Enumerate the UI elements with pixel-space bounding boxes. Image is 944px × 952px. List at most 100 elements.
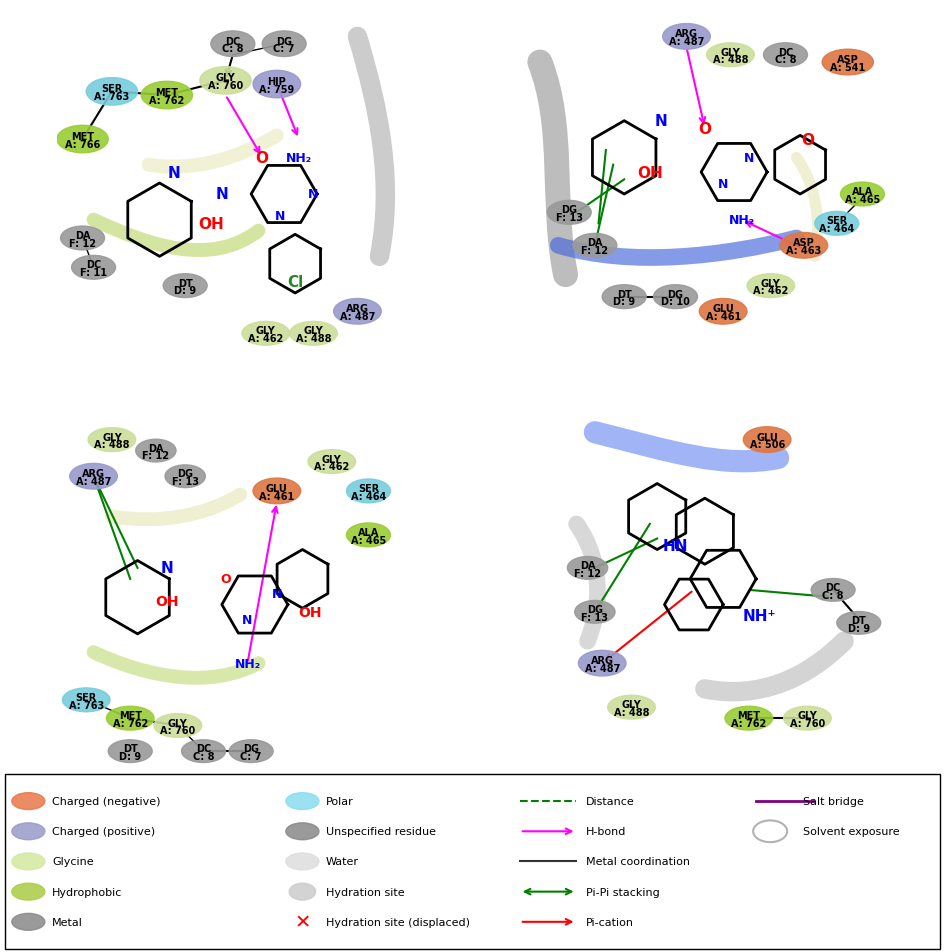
Text: ALA: ALA	[358, 527, 379, 537]
Text: GLY: GLY	[797, 710, 817, 721]
Text: N: N	[271, 587, 281, 601]
Ellipse shape	[154, 714, 201, 738]
Ellipse shape	[578, 650, 625, 676]
Text: SER: SER	[825, 216, 847, 227]
Ellipse shape	[286, 853, 319, 870]
Ellipse shape	[821, 50, 872, 76]
Ellipse shape	[724, 706, 772, 730]
Text: F: 13: F: 13	[581, 612, 608, 622]
Text: GLY: GLY	[303, 326, 323, 336]
Text: DG: DG	[586, 605, 602, 614]
Text: Metal: Metal	[52, 917, 83, 927]
Text: A: 487: A: 487	[76, 477, 111, 486]
Ellipse shape	[163, 274, 207, 298]
Ellipse shape	[779, 233, 827, 259]
Text: F: 12: F: 12	[573, 568, 600, 578]
Text: GLY: GLY	[760, 278, 780, 288]
Text: Polar: Polar	[326, 796, 353, 806]
Text: D: 9: D: 9	[847, 623, 868, 633]
Text: GLY: GLY	[621, 700, 641, 709]
Ellipse shape	[253, 479, 300, 505]
Ellipse shape	[333, 299, 380, 325]
Ellipse shape	[72, 256, 115, 280]
Text: A: 462: A: 462	[248, 334, 283, 344]
Text: GLY: GLY	[720, 48, 739, 58]
Ellipse shape	[835, 612, 880, 635]
Text: A: 463: A: 463	[785, 246, 820, 256]
Ellipse shape	[253, 71, 300, 99]
Text: D: 10: D: 10	[661, 297, 689, 307]
Text: F: 11: F: 11	[80, 268, 107, 278]
Circle shape	[289, 883, 315, 901]
Ellipse shape	[699, 299, 746, 325]
Text: A: 461: A: 461	[259, 491, 295, 501]
Text: A: 506: A: 506	[749, 440, 784, 450]
Ellipse shape	[572, 234, 616, 258]
Text: A: 762: A: 762	[731, 718, 766, 728]
Text: O: O	[801, 132, 813, 148]
Ellipse shape	[141, 82, 193, 109]
Text: A: 762: A: 762	[112, 718, 147, 728]
Text: GLY: GLY	[168, 718, 188, 727]
Text: Distance: Distance	[585, 796, 634, 806]
Text: A: 762: A: 762	[149, 96, 184, 106]
Text: Pi-cation: Pi-cation	[585, 917, 633, 927]
Text: GLU: GLU	[755, 432, 777, 442]
Text: NH⁺: NH⁺	[742, 608, 776, 624]
Text: Pi-Pi stacking: Pi-Pi stacking	[585, 886, 659, 897]
Text: N: N	[160, 561, 173, 576]
Text: HIP: HIP	[267, 77, 286, 87]
Text: A: 487: A: 487	[340, 311, 375, 322]
Text: N: N	[308, 188, 318, 201]
Ellipse shape	[346, 524, 390, 547]
Ellipse shape	[814, 212, 858, 236]
Text: A: 759: A: 759	[259, 85, 295, 94]
Text: GLY: GLY	[256, 326, 276, 336]
Text: A: 461: A: 461	[705, 311, 740, 322]
Ellipse shape	[706, 44, 753, 68]
Text: A: 541: A: 541	[829, 63, 865, 72]
Ellipse shape	[547, 201, 591, 225]
Text: A: 763: A: 763	[94, 92, 129, 102]
Ellipse shape	[199, 68, 251, 95]
Text: ALA: ALA	[851, 187, 872, 197]
Text: DA: DA	[75, 230, 91, 241]
Text: C: 8: C: 8	[774, 55, 796, 66]
Text: C: 8: C: 8	[821, 590, 843, 600]
Text: OH: OH	[636, 166, 662, 180]
Ellipse shape	[839, 183, 884, 207]
Ellipse shape	[11, 823, 45, 840]
Text: A: 462: A: 462	[752, 287, 787, 296]
Text: Metal coordination: Metal coordination	[585, 857, 689, 866]
Text: OH: OH	[197, 217, 224, 231]
Text: ARG: ARG	[674, 30, 698, 39]
Text: Glycine: Glycine	[52, 857, 93, 866]
Text: Solvent exposure: Solvent exposure	[802, 826, 899, 837]
Ellipse shape	[229, 740, 273, 763]
Text: ARG: ARG	[82, 468, 105, 479]
Text: C: 8: C: 8	[193, 751, 214, 761]
Ellipse shape	[763, 44, 806, 68]
Text: DT: DT	[177, 278, 193, 288]
Text: DG: DG	[276, 37, 292, 47]
Text: DC: DC	[825, 583, 840, 592]
Text: D: 9: D: 9	[613, 297, 634, 307]
Text: O: O	[698, 122, 711, 136]
Text: A: 464: A: 464	[350, 491, 386, 501]
Text: ARG: ARG	[590, 656, 613, 665]
Ellipse shape	[242, 322, 290, 346]
Text: O: O	[220, 573, 230, 585]
Text: N: N	[215, 188, 228, 202]
Text: A: 488: A: 488	[613, 707, 649, 717]
Text: Hydration site (displaced): Hydration site (displaced)	[326, 917, 469, 927]
Ellipse shape	[308, 450, 355, 474]
Text: A: 760: A: 760	[208, 81, 243, 91]
Ellipse shape	[211, 31, 255, 57]
Ellipse shape	[60, 227, 105, 250]
Text: DA: DA	[148, 444, 163, 453]
Ellipse shape	[566, 557, 607, 580]
Text: Hydrophobic: Hydrophobic	[52, 886, 122, 897]
Ellipse shape	[86, 79, 138, 106]
Text: Charged (negative): Charged (negative)	[52, 796, 160, 806]
Text: SER: SER	[101, 85, 123, 94]
